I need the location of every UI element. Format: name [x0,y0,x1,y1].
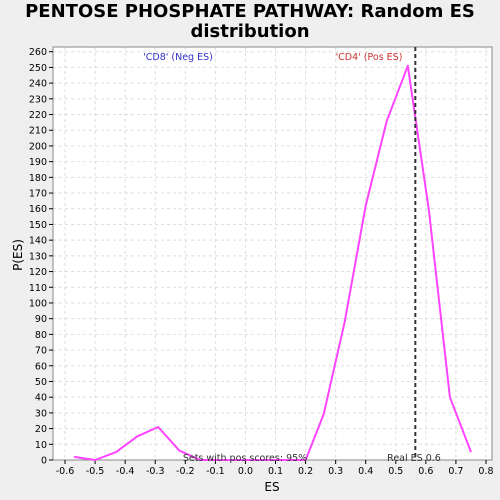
y-tick-label: 210 [29,126,47,137]
y-tick-label: 10 [35,440,47,451]
y-tick-label: 90 [35,314,47,325]
x-tick-label: 0.0 [238,466,253,477]
x-tick-label: 0.3 [328,466,343,477]
y-tick-label: 130 [29,251,47,262]
y-tick-label: 180 [29,173,47,184]
y-tick-label: 30 [35,408,47,419]
y-tick-label: 260 [29,47,47,58]
x-tick-label: -0.3 [146,466,165,477]
real-es-label: Real ES 0.6 [387,453,441,464]
x-tick-label: -0.5 [86,466,105,477]
plot-background [53,47,492,460]
y-tick-label: 60 [35,361,47,372]
series-line [73,64,472,461]
neg-es-label: 'CD8' (Neg ES) [143,52,213,63]
y-tick-label: 70 [35,346,47,357]
y-tick-label: 220 [29,110,47,121]
y-tick-label: 190 [29,157,47,168]
y-tick-label: 160 [29,204,47,215]
x-tick-label: 0.5 [388,466,403,477]
axis-ticks: 0 10 20 30 40 50 60 70 80 90 100 110 120 130 140 150 160… [29,47,494,477]
x-tick-label: 0.6 [418,466,433,477]
x-tick-label: 0.2 [298,466,313,477]
y-tick-label: 0 [41,456,47,467]
x-tick-label: 0.8 [478,466,493,477]
x-tick-label: -0.1 [206,466,225,477]
y-tick-label: 20 [35,424,47,435]
grid-lines [53,47,492,461]
y-tick-label: 170 [29,189,47,200]
y-tick-label: 250 [29,63,47,74]
y-tick-label: 100 [29,298,47,309]
y-tick-label: 240 [29,79,47,90]
y-tick-label: 120 [29,267,47,278]
y-tick-label: 200 [29,141,47,152]
x-tick-label: 0.4 [358,466,373,477]
y-tick-label: 230 [29,94,47,105]
pos-es-label: 'CD4' (Pos ES) [336,52,403,63]
series-layer [73,64,472,461]
x-axis-title: ES [264,480,279,494]
x-tick-label: 0.1 [268,466,283,477]
y-tick-label: 110 [29,283,47,294]
x-tick-label: 0.7 [448,466,463,477]
x-tick-label: -0.6 [56,466,75,477]
chart-title: PENTOSE PHOSPHATE PATHWAY: Random ES dis… [25,1,475,42]
y-tick-label: 140 [29,236,47,247]
y-tick-label: 150 [29,220,47,231]
sets-pos-scores-label: Sets with pos scores: 95% [183,453,307,464]
y-tick-label: 40 [35,393,47,404]
x-tick-label: -0.4 [116,466,135,477]
y-tick-label: 50 [35,377,47,388]
x-tick-label: -0.2 [176,466,195,477]
y-axis-title: P(ES) [11,239,25,271]
y-tick-label: 80 [35,330,47,341]
